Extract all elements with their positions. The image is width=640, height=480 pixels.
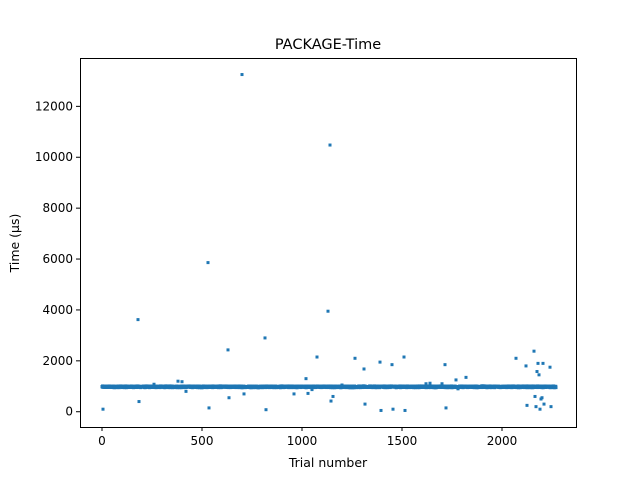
data-point — [538, 407, 542, 411]
data-point — [554, 386, 558, 390]
data-point — [428, 381, 432, 385]
data-point — [263, 336, 267, 340]
data-point — [464, 375, 468, 379]
data-point — [443, 363, 447, 367]
data-point — [541, 361, 545, 365]
data-point — [456, 387, 460, 391]
data-point — [444, 406, 448, 410]
data-point — [315, 355, 319, 359]
data-point — [292, 392, 296, 396]
y-tick-label: 10000 — [35, 150, 73, 164]
y-tick-label: 6000 — [42, 252, 73, 266]
data-point — [101, 407, 105, 411]
data-point — [549, 405, 553, 409]
data-point — [535, 370, 539, 374]
x-axis-ticks: 0 500 1000 1500 2000 — [98, 427, 517, 448]
data-point — [390, 363, 394, 367]
data-point — [227, 396, 231, 400]
data-point — [533, 394, 537, 398]
data-point — [402, 355, 406, 359]
data-point — [353, 356, 357, 360]
data-point — [424, 382, 428, 386]
data-point — [329, 399, 333, 403]
data-point — [152, 382, 156, 386]
data-point — [548, 365, 552, 369]
y-axis-ticks: 0 2000 4000 6000 8000 10000 12000 — [35, 99, 80, 419]
data-point — [534, 405, 538, 409]
data-point — [362, 367, 366, 371]
data-point — [136, 318, 140, 322]
data-point — [532, 349, 536, 353]
y-axis-label: Time (µs) — [7, 214, 22, 274]
data-point — [340, 383, 344, 387]
data-point — [176, 379, 180, 383]
data-point — [542, 402, 546, 406]
data-point — [403, 408, 407, 412]
data-point — [540, 396, 544, 400]
data-point — [378, 360, 382, 364]
data-point — [306, 391, 310, 395]
data-point — [264, 408, 268, 412]
data-point — [537, 373, 541, 377]
data-point — [328, 143, 332, 147]
data-point — [525, 403, 529, 407]
y-tick-label: 12000 — [35, 99, 73, 113]
data-point — [184, 389, 188, 393]
data-point — [206, 261, 210, 265]
data-point — [242, 392, 246, 396]
y-tick-label: 0 — [65, 405, 73, 419]
data-point — [180, 380, 184, 384]
scatter-points — [100, 73, 558, 412]
x-tick-label: 0 — [98, 434, 106, 448]
data-point — [440, 382, 444, 386]
data-point — [530, 384, 534, 388]
x-tick-label: 1500 — [387, 434, 418, 448]
y-tick-label: 4000 — [42, 303, 73, 317]
data-point — [326, 309, 330, 313]
data-point — [226, 348, 230, 352]
data-point — [454, 378, 458, 382]
x-tick-label: 1000 — [287, 434, 318, 448]
chart-title: PACKAGE-Time — [275, 37, 381, 53]
x-tick-label: 2000 — [487, 434, 518, 448]
y-tick-label: 2000 — [42, 354, 73, 368]
data-point — [240, 73, 244, 77]
data-point — [524, 364, 528, 368]
data-point — [379, 408, 383, 412]
y-tick-label: 8000 — [42, 201, 73, 215]
plot-frame — [80, 58, 577, 428]
data-point — [310, 388, 314, 392]
data-point — [304, 377, 308, 381]
x-axis-label: Trial number — [288, 455, 368, 470]
x-tick-label: 500 — [191, 434, 214, 448]
data-point — [536, 361, 540, 365]
data-point — [514, 356, 518, 360]
data-point — [137, 400, 141, 404]
data-point — [480, 384, 484, 388]
data-point — [331, 394, 335, 398]
data-point — [391, 407, 395, 411]
data-point — [363, 402, 367, 406]
data-point — [207, 406, 211, 410]
